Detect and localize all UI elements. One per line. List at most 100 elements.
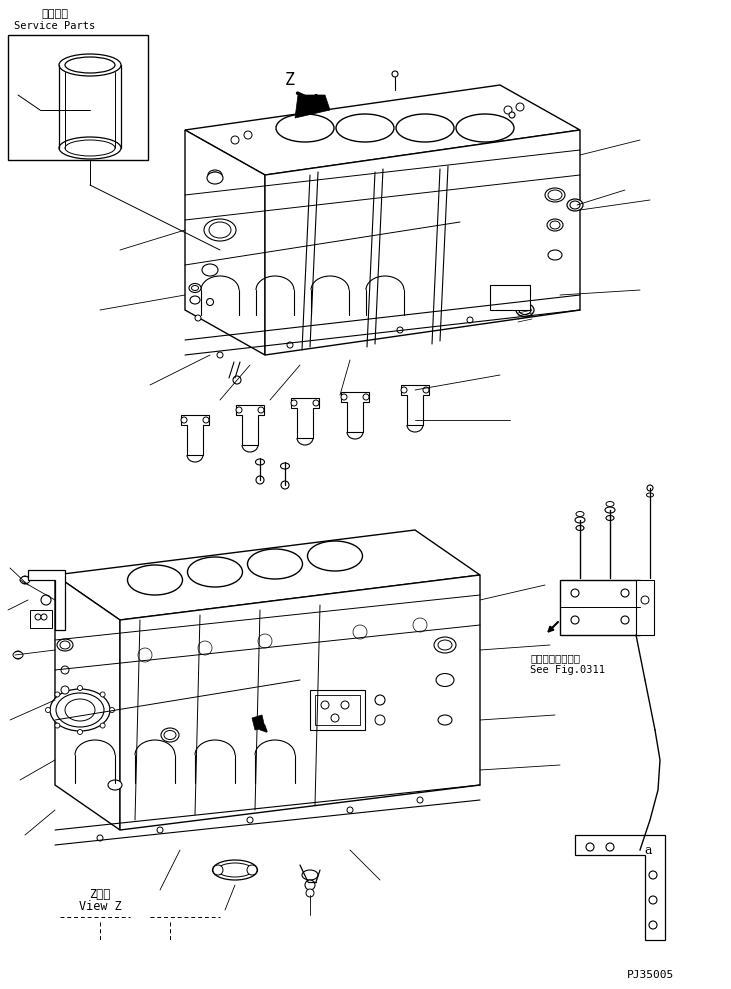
Ellipse shape: [606, 515, 614, 520]
Ellipse shape: [248, 549, 303, 579]
Ellipse shape: [438, 640, 452, 650]
Circle shape: [217, 352, 223, 358]
Ellipse shape: [570, 201, 580, 209]
Circle shape: [571, 616, 579, 624]
Ellipse shape: [161, 728, 179, 742]
Ellipse shape: [57, 639, 73, 651]
Ellipse shape: [108, 780, 122, 790]
Circle shape: [281, 481, 289, 489]
Circle shape: [375, 715, 385, 725]
Ellipse shape: [208, 170, 222, 180]
Circle shape: [100, 723, 105, 728]
Ellipse shape: [192, 286, 199, 291]
Circle shape: [305, 880, 315, 890]
Text: 補給専用: 補給専用: [42, 9, 69, 19]
Bar: [315, 695, 360, 725]
Ellipse shape: [606, 501, 614, 506]
Circle shape: [363, 394, 369, 400]
Circle shape: [77, 685, 83, 690]
Circle shape: [401, 387, 407, 393]
Text: 第０３１１図参照: 第０３１１図参照: [530, 653, 580, 663]
Polygon shape: [55, 530, 480, 620]
Ellipse shape: [202, 264, 218, 276]
Circle shape: [236, 407, 242, 413]
Circle shape: [423, 387, 429, 393]
Circle shape: [41, 614, 47, 620]
Ellipse shape: [308, 541, 363, 571]
Polygon shape: [252, 715, 265, 730]
Circle shape: [571, 589, 579, 597]
Circle shape: [110, 707, 115, 712]
Circle shape: [157, 827, 163, 833]
Circle shape: [606, 843, 614, 851]
Circle shape: [375, 695, 385, 705]
Circle shape: [258, 634, 272, 648]
Circle shape: [413, 618, 427, 632]
Circle shape: [141, 651, 149, 659]
Ellipse shape: [60, 641, 70, 649]
Circle shape: [138, 648, 152, 662]
Circle shape: [35, 614, 41, 620]
Ellipse shape: [211, 172, 219, 178]
Circle shape: [621, 616, 629, 624]
Ellipse shape: [567, 199, 583, 211]
Circle shape: [233, 376, 241, 384]
Circle shape: [467, 317, 473, 323]
Circle shape: [55, 723, 60, 728]
Circle shape: [649, 896, 657, 904]
Circle shape: [97, 835, 103, 841]
Circle shape: [306, 889, 314, 897]
Circle shape: [231, 136, 239, 144]
Polygon shape: [295, 95, 330, 118]
Ellipse shape: [190, 296, 200, 304]
Ellipse shape: [13, 652, 23, 659]
Ellipse shape: [20, 577, 30, 584]
Circle shape: [213, 865, 223, 875]
Circle shape: [261, 637, 269, 645]
Text: Z: Z: [285, 71, 295, 89]
Ellipse shape: [65, 57, 115, 73]
Circle shape: [356, 628, 364, 636]
Ellipse shape: [218, 863, 252, 877]
Circle shape: [647, 485, 653, 491]
Polygon shape: [55, 575, 120, 830]
Circle shape: [206, 299, 213, 306]
Circle shape: [397, 327, 403, 333]
Circle shape: [244, 131, 252, 139]
Circle shape: [341, 701, 349, 709]
Polygon shape: [265, 130, 580, 355]
Ellipse shape: [548, 190, 562, 200]
Ellipse shape: [519, 306, 531, 315]
Text: a: a: [644, 844, 652, 856]
Ellipse shape: [336, 114, 394, 142]
Ellipse shape: [56, 693, 104, 727]
Bar: [490, 285, 530, 310]
Ellipse shape: [59, 137, 121, 159]
Circle shape: [14, 651, 22, 659]
Ellipse shape: [646, 493, 654, 497]
Text: PJ35005: PJ35005: [626, 970, 674, 980]
Bar: [636, 580, 654, 635]
Circle shape: [586, 843, 594, 851]
Circle shape: [313, 400, 319, 406]
Polygon shape: [401, 385, 429, 425]
Circle shape: [258, 407, 264, 413]
Circle shape: [198, 641, 212, 655]
Circle shape: [649, 871, 657, 879]
Circle shape: [516, 103, 524, 111]
Text: Service Parts: Service Parts: [15, 21, 96, 31]
Ellipse shape: [281, 463, 289, 469]
Circle shape: [649, 921, 657, 929]
Ellipse shape: [127, 565, 183, 595]
Circle shape: [641, 596, 649, 604]
Circle shape: [321, 701, 329, 709]
Ellipse shape: [65, 699, 95, 721]
Ellipse shape: [50, 689, 110, 731]
Polygon shape: [28, 570, 65, 630]
Ellipse shape: [65, 140, 115, 156]
Circle shape: [392, 71, 398, 77]
Circle shape: [100, 692, 105, 697]
Circle shape: [621, 589, 629, 597]
Polygon shape: [181, 415, 209, 455]
Polygon shape: [575, 835, 665, 940]
